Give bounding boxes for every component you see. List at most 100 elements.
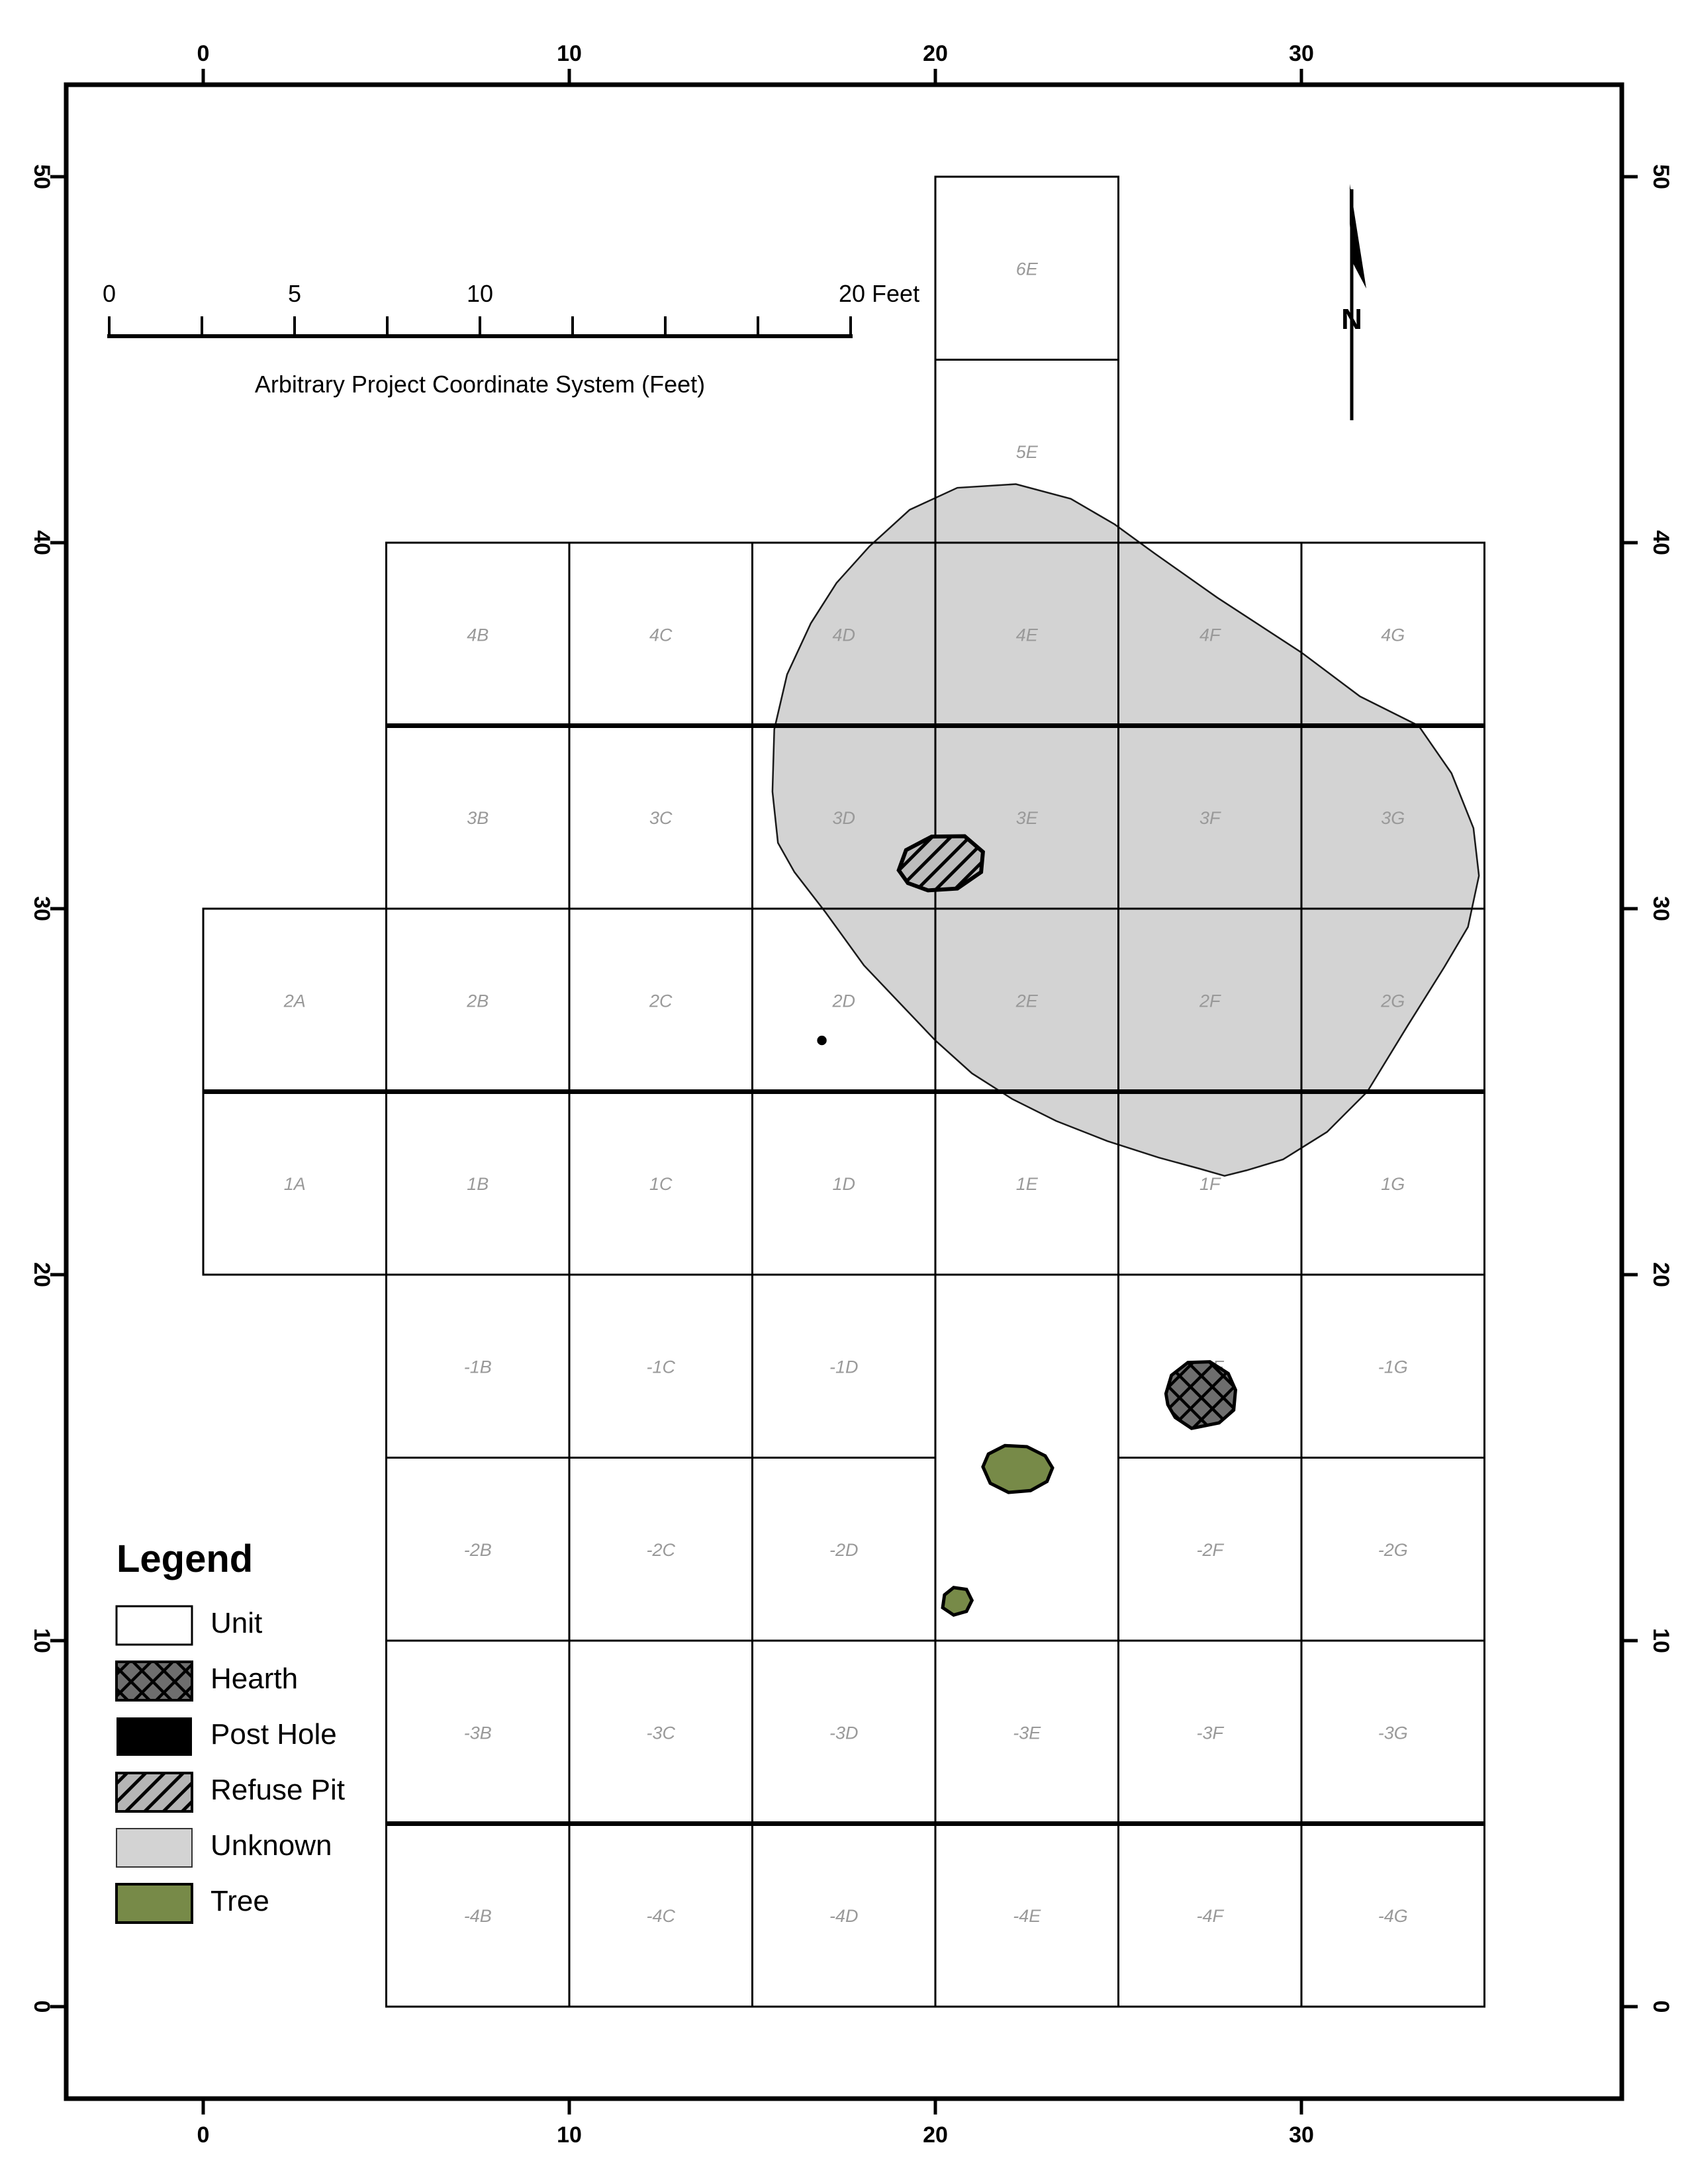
unit-label: -2B <box>464 1540 492 1560</box>
legend-swatch-tree <box>115 1883 193 1924</box>
scale-bar: 0 5 10 20 Feet <box>103 280 919 338</box>
unit-label: 4E <box>1016 625 1039 645</box>
unit-label: 1B <box>467 1174 489 1194</box>
unit-label: -4D <box>829 1906 859 1926</box>
unit-label: -1D <box>829 1357 859 1377</box>
unit-cell <box>203 909 387 1092</box>
legend-item-tree-label: Tree <box>211 1885 269 1917</box>
unit-label: 2B <box>466 991 489 1011</box>
unit-cell <box>1118 1823 1301 2007</box>
unit-label: -2G <box>1378 1540 1408 1560</box>
refuse-pit-hatch <box>896 834 986 893</box>
unit-cell <box>1301 1457 1485 1641</box>
legend-swatch-unit <box>115 1605 193 1646</box>
unit-cell <box>569 725 753 909</box>
unit-labels: 6E 5E 4B 4C 4D 4E 4F 4G 3B 3C 3D 3E 3F 3G 2A 2B 2C 2D 2E 2F… <box>283 259 1408 1926</box>
post-hole-feature <box>817 1035 827 1046</box>
unit-cell <box>569 1641 753 1824</box>
unit-label: 3F <box>1199 808 1221 828</box>
right-tick-label: 40 <box>1648 530 1673 555</box>
unit-label: 3C <box>649 808 673 828</box>
unit-cell <box>569 1275 753 1458</box>
unit-label: 4G <box>1381 625 1405 645</box>
unit-label: 1F <box>1199 1174 1221 1194</box>
legend-swatch-hearth-hatch <box>115 1661 193 1702</box>
unit-cell <box>752 1091 935 1275</box>
left-tick-label: 50 <box>29 164 54 189</box>
top-tick-label: 20 <box>923 41 948 66</box>
unit-cell <box>386 725 569 909</box>
unit-label: -3C <box>646 1723 675 1743</box>
right-tick-label: 0 <box>1648 2001 1673 2013</box>
unit-cell <box>569 543 753 726</box>
scale-bar-label: 20 Feet <box>839 280 919 307</box>
unit-label: 4D <box>832 625 855 645</box>
unit-label: -2F <box>1197 1540 1225 1560</box>
bottom-tick-label: 0 <box>197 2122 210 2148</box>
unit-label: 1A <box>284 1174 306 1194</box>
unit-cell <box>1301 1275 1485 1458</box>
unit-label: -1G <box>1378 1357 1408 1377</box>
left-tick-label: 40 <box>29 530 54 555</box>
unit-label: -3B <box>464 1723 492 1743</box>
left-tick-label: 10 <box>29 1628 54 1653</box>
unit-label: 1D <box>832 1174 855 1194</box>
unit-label: 2G <box>1380 991 1405 1011</box>
unit-cell <box>386 909 569 1092</box>
unit-cell <box>386 1641 569 1824</box>
legend-swatch-refuse-pit-hatch <box>115 1772 193 1813</box>
unit-cell <box>386 1823 569 2007</box>
legend-title: Legend <box>117 1537 254 1580</box>
unit-label: 2F <box>1199 991 1221 1011</box>
unit-label: -4F <box>1197 1906 1225 1926</box>
unit-cell <box>935 1641 1119 1824</box>
unit-cell <box>935 177 1119 360</box>
unit-cell <box>386 1275 569 1458</box>
tree-feature <box>981 1443 1055 1494</box>
unit-cell <box>569 1457 753 1641</box>
unit-cell <box>386 543 569 726</box>
top-tick-label: 10 <box>557 41 582 66</box>
unit-cell <box>386 1091 569 1275</box>
map-border <box>64 82 1624 2101</box>
unit-label: 5E <box>1016 442 1039 462</box>
top-tick-label: 30 <box>1289 41 1314 66</box>
unit-cell <box>1118 1457 1301 1641</box>
tree-feature <box>941 1586 974 1617</box>
unit-fills <box>203 177 1485 2007</box>
unit-cell <box>569 909 753 1092</box>
left-tick-label: 30 <box>29 896 54 921</box>
unit-label: 3B <box>467 808 489 828</box>
unit-label: 2A <box>283 991 306 1011</box>
unit-label: 3D <box>832 808 855 828</box>
unit-cell <box>935 1823 1119 2007</box>
unit-label: -4E <box>1013 1906 1041 1926</box>
unit-cell <box>386 1457 569 1641</box>
scale-bar-label: 10 <box>467 280 493 307</box>
legend-swatch-unknown <box>116 1828 193 1868</box>
unit-cell <box>752 1275 935 1458</box>
unit-label: -4C <box>646 1906 675 1926</box>
left-tick-label: 0 <box>29 2001 54 2013</box>
unit-cell <box>752 1823 935 2007</box>
hearth-hatch <box>1164 1360 1238 1430</box>
right-tick-label: 10 <box>1648 1628 1673 1653</box>
legend-item-hearth-label: Hearth <box>211 1662 299 1695</box>
right-tick-label: 20 <box>1648 1262 1673 1287</box>
unit-cell <box>569 1091 753 1275</box>
bottom-tick-label: 30 <box>1289 2122 1314 2148</box>
unit-cell <box>1301 1641 1485 1824</box>
unit-cell <box>569 1823 753 2007</box>
unit-label: -3F <box>1197 1723 1225 1743</box>
bottom-tick-label: 10 <box>557 2122 582 2148</box>
unit-label: 2D <box>831 991 855 1011</box>
unit-label: -4G <box>1378 1906 1408 1926</box>
legend-item-unit-label: Unit <box>211 1607 263 1639</box>
left-tick-label: 20 <box>29 1262 54 1287</box>
unit-label: 2E <box>1015 991 1039 1011</box>
unit-label: -1B <box>464 1357 492 1377</box>
scalebar-caption: Arbitrary Project Coordinate System (Fee… <box>254 371 706 398</box>
